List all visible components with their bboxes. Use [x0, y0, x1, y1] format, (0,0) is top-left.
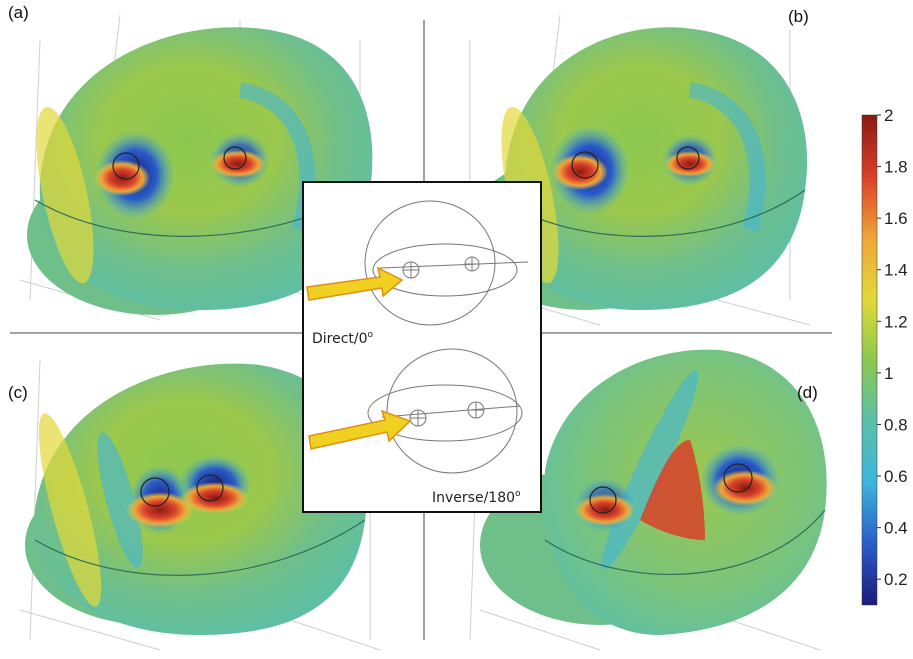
- panel-c-label: (c): [8, 383, 28, 402]
- panel-a-shell: [39, 27, 373, 310]
- direct-label: Direct/0o: [312, 330, 374, 347]
- colorbar-tick-label: 1.4: [884, 261, 908, 280]
- panel-d-hotspot: [640, 440, 705, 540]
- colorbar-bar: [861, 114, 878, 606]
- inset-frame: [302, 181, 542, 513]
- colorbar-tick-label: 2: [884, 106, 893, 125]
- inverse-arrow-icon: [308, 409, 412, 450]
- colorbar-tick-label: 1.2: [884, 312, 908, 331]
- colorbar-tick-label: 0.6: [884, 467, 908, 486]
- panel-d-label: (d): [797, 383, 818, 402]
- panel-b-label: (b): [788, 7, 809, 26]
- inset-direct-schematic: [364, 200, 529, 326]
- direct-arrow-icon: [306, 266, 404, 301]
- inset-diagram: Direct/0o Inverse/180o: [302, 181, 542, 513]
- colorbar-tick-label: 1: [884, 364, 893, 383]
- panel-c: (c): [8, 359, 381, 651]
- panel-a: (a): [8, 3, 381, 321]
- panel-b-shell: [504, 27, 808, 310]
- colorbar-tick-label: 0.2: [884, 570, 908, 589]
- panel-a-label: (a): [8, 3, 29, 22]
- inset-inverse-schematic: [367, 348, 523, 474]
- colorbar-ticks: 2 1.8 1.6 1.4 1.2 1 0.8 0.6 0.4 0.2: [877, 106, 908, 589]
- colorbar-tick-label: 1.8: [884, 158, 908, 177]
- inverse-label: Inverse/180o: [432, 489, 521, 506]
- colorbar-tick-label: 0.8: [884, 415, 908, 434]
- colorbar-tick-label: 1.6: [884, 209, 908, 228]
- colorbar-tick-label: 0.4: [884, 519, 908, 538]
- colorbar: 2 1.8 1.6 1.4 1.2 1 0.8 0.6 0.4 0.2: [861, 106, 908, 606]
